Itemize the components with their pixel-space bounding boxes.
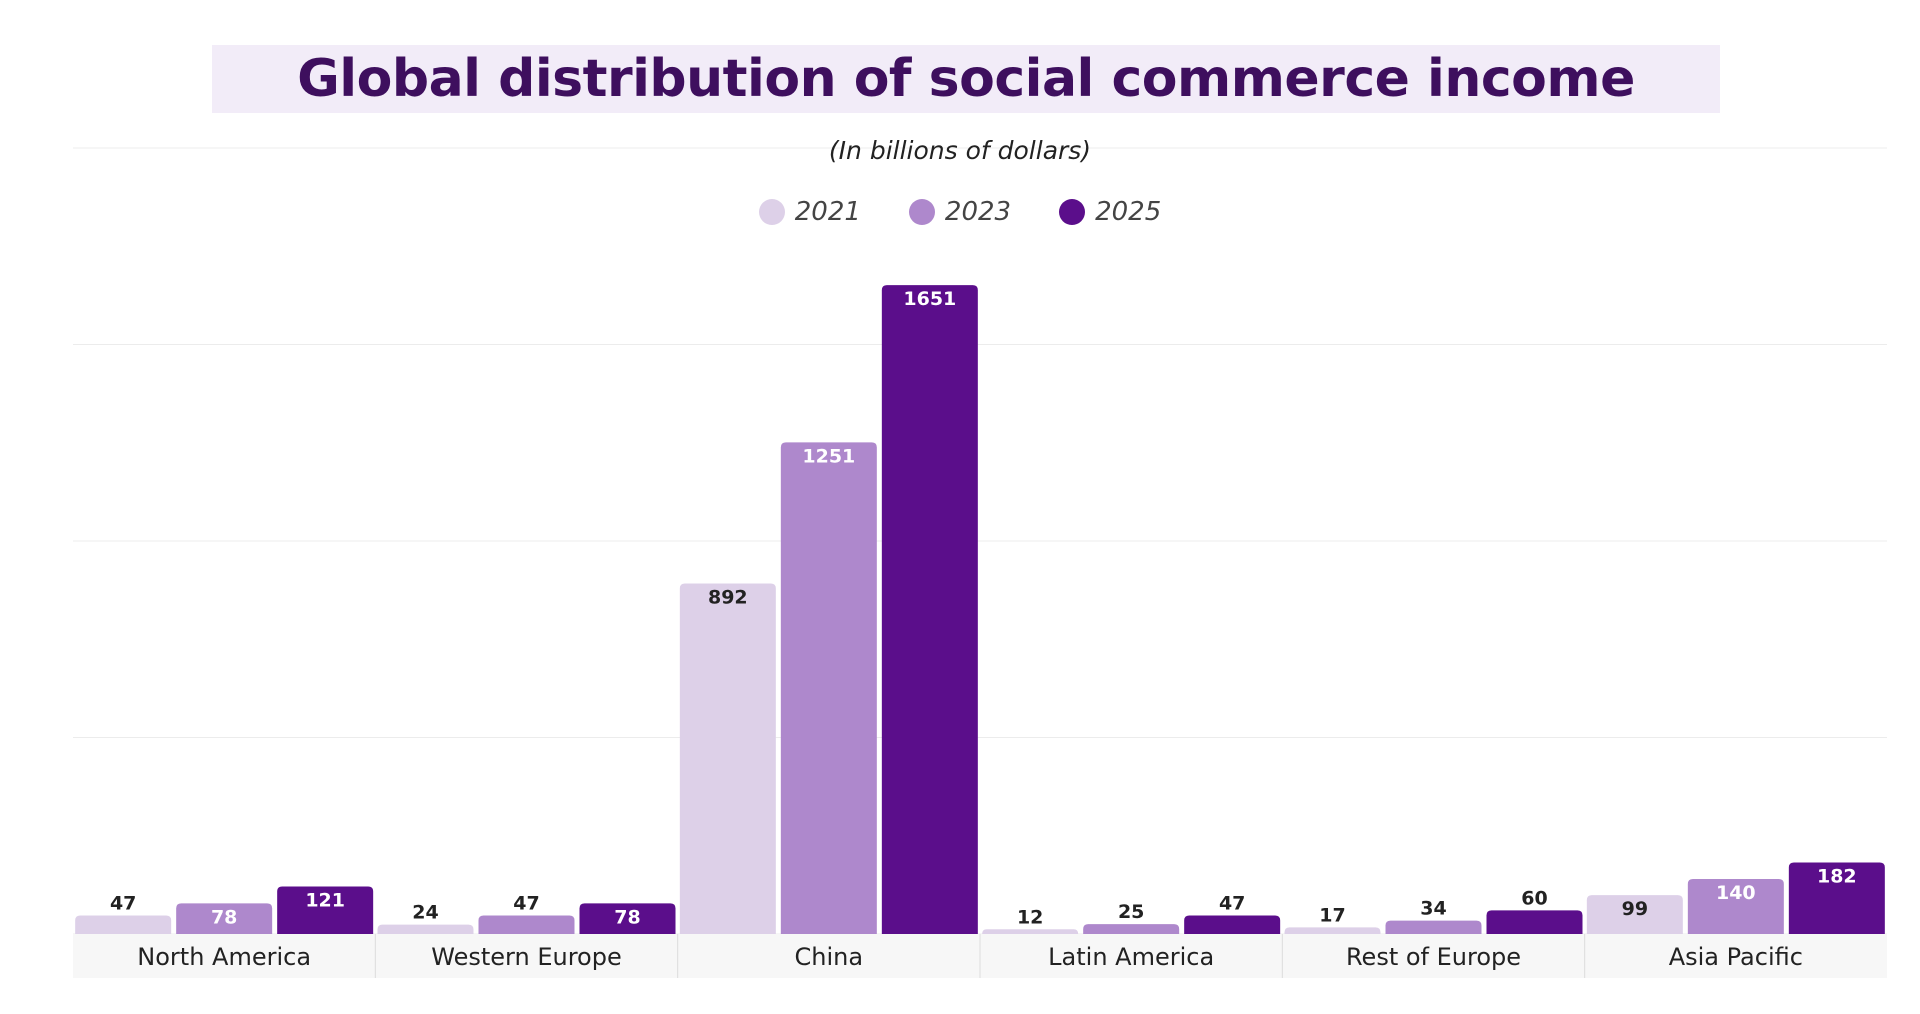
legend-swatch-icon [908,199,935,225]
data-labels: 47 78 121 24 47 78 892 1251 1651 12 25 47 17 34 60 99 14… [110,288,1857,928]
category-labels: North America Western Europe China Latin Am… [137,943,1803,971]
bar-2023-asia-pacific [1687,878,1784,934]
legend-item-2025: 2025 [1059,197,1161,227]
data-label: 34 [1420,898,1446,920]
category-label: Asia Pacific [1669,943,1803,971]
data-label: 1651 [903,288,956,310]
data-label: 99 [1622,898,1648,920]
bar-2025-latin-america [1184,915,1281,934]
legend-label: 2025 [1095,197,1162,227]
bar-2025-china [881,285,978,935]
data-label: 25 [1118,901,1144,923]
bar-2021-western-europe [377,924,474,934]
legend-label: 2023 [944,197,1012,227]
category-label: Latin America [1048,943,1214,971]
data-label: 17 [1319,904,1345,926]
category-label: China [795,943,864,971]
bar-2021-latin-america [982,929,1079,934]
bar-2023-western-europe [478,915,575,934]
data-label: 78 [614,906,640,928]
data-label: 140 [1716,882,1756,904]
data-label: 182 [1817,865,1857,887]
data-label: 47 [1219,893,1245,915]
bar-2023-latin-america [1083,924,1180,934]
bar-2021-rest-of-europe [1284,927,1381,934]
bar-2025-rest-of-europe [1486,910,1583,934]
bar-2021-asia-pacific [1586,895,1683,934]
bar-2023-china [780,442,877,934]
legend-swatch-icon [1059,199,1086,225]
data-label: 60 [1521,887,1547,909]
bar-2023-rest-of-europe [1385,920,1482,934]
bars [75,285,1885,935]
chart-title: Global distribution of social commerce i… [297,49,1635,109]
legend-item-2023: 2023 [908,197,1012,227]
data-label: 1251 [802,445,855,467]
category-label-band [73,934,1887,978]
data-label: 12 [1017,906,1043,928]
title-banner: Global distribution of social commerce i… [212,45,1720,113]
data-label: 78 [211,906,237,928]
bar-2025-north-america [277,886,374,934]
legend-label: 2021 [794,197,861,227]
category-label: North America [137,943,311,971]
legend-swatch-icon [758,199,785,225]
data-label: 47 [110,893,136,915]
bar-2021-china [679,583,776,934]
category-label: Western Europe [431,943,621,971]
category-label: Rest of Europe [1346,943,1521,971]
bar-2021-north-america [75,915,172,934]
data-label: 892 [708,586,748,608]
legend: 2021 2023 2025 [0,197,1920,227]
data-label: 121 [305,889,345,911]
gridlines [73,147,1887,935]
bar-2025-western-europe [579,903,676,934]
data-label: 24 [412,902,438,924]
data-label: 47 [513,893,539,915]
chart-subtitle: (In billions of dollars) [828,136,1092,165]
bar-2025-asia-pacific [1788,862,1885,934]
bar-2023-north-america [176,903,273,934]
legend-item-2021: 2021 [758,197,861,227]
